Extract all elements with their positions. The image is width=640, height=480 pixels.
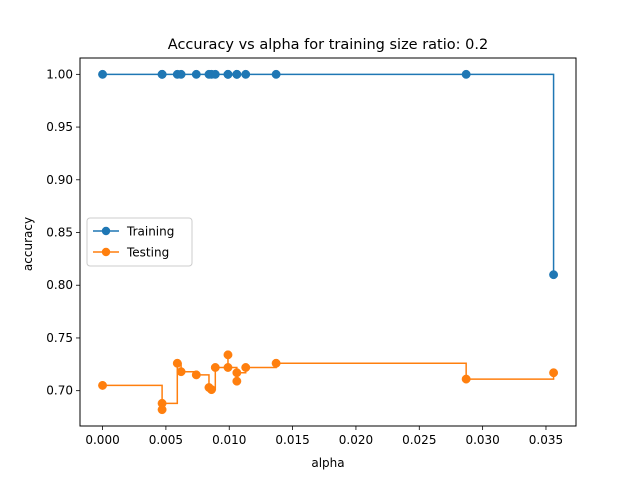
y-axis-ticks: 0.70 0.75 0.80 0.85 0.90 0.95 1.00 — [46, 67, 80, 398]
y-tick-label: 1.00 — [46, 67, 73, 81]
plot-area — [98, 69, 559, 415]
data-point-testing — [176, 367, 186, 377]
y-tick-label: 0.75 — [46, 331, 73, 345]
data-point-training — [271, 69, 281, 79]
x-tick-label: 0.000 — [85, 433, 119, 447]
data-point-testing — [549, 368, 559, 378]
data-point-training — [232, 69, 242, 79]
series-testing — [98, 350, 559, 415]
x-tick-label: 0.020 — [339, 433, 373, 447]
data-point-training — [157, 69, 167, 79]
legend-label-training: Training — [126, 225, 174, 239]
x-axis-label: alpha — [311, 456, 344, 470]
legend-marker-testing — [101, 247, 111, 257]
y-axis-label: accuracy — [21, 217, 35, 271]
data-point-training — [191, 69, 201, 79]
data-point-testing — [232, 376, 242, 386]
data-point-testing — [271, 358, 281, 368]
x-tick-label: 0.005 — [149, 433, 183, 447]
data-point-testing — [98, 380, 108, 390]
y-tick-label: 0.90 — [46, 173, 73, 187]
data-point-training — [98, 69, 108, 79]
y-tick-label: 0.85 — [46, 226, 73, 240]
data-point-testing — [241, 363, 251, 372]
legend-marker-training — [101, 226, 111, 236]
data-point-testing — [223, 350, 233, 360]
x-tick-label: 0.010 — [212, 433, 246, 447]
x-tick-label: 0.030 — [465, 433, 499, 447]
data-point-training — [176, 69, 186, 79]
data-point-testing — [157, 398, 167, 408]
plot-frame — [79, 57, 577, 427]
x-tick-label: 0.025 — [402, 433, 436, 447]
x-tick-label: 0.035 — [529, 433, 563, 447]
y-tick-label: 0.95 — [46, 120, 73, 134]
chart-title: Accuracy vs alpha for training size rati… — [168, 37, 488, 53]
legend-box — [86, 217, 193, 267]
y-tick-label: 0.80 — [46, 278, 73, 292]
data-point-testing — [210, 363, 220, 372]
legend-label-testing: Testing — [126, 246, 169, 260]
data-point-training — [461, 69, 471, 79]
y-tick-label: 0.70 — [46, 384, 73, 398]
data-point-testing — [232, 368, 242, 378]
data-point-testing — [223, 363, 233, 372]
x-tick-label: 0.015 — [275, 433, 309, 447]
data-point-testing — [172, 358, 182, 368]
data-point-testing — [191, 370, 201, 380]
data-point-training — [223, 69, 233, 79]
data-point-training — [549, 270, 559, 280]
data-point-training — [210, 69, 220, 79]
data-point-testing — [461, 374, 471, 384]
data-point-testing — [207, 385, 216, 395]
data-point-training — [241, 69, 251, 79]
legend: Training Testing — [86, 217, 193, 267]
series-training — [98, 69, 559, 280]
x-axis-ticks: 0.000 0.005 0.010 0.015 0.020 0.025 0.030 0.035 — [85, 426, 563, 447]
